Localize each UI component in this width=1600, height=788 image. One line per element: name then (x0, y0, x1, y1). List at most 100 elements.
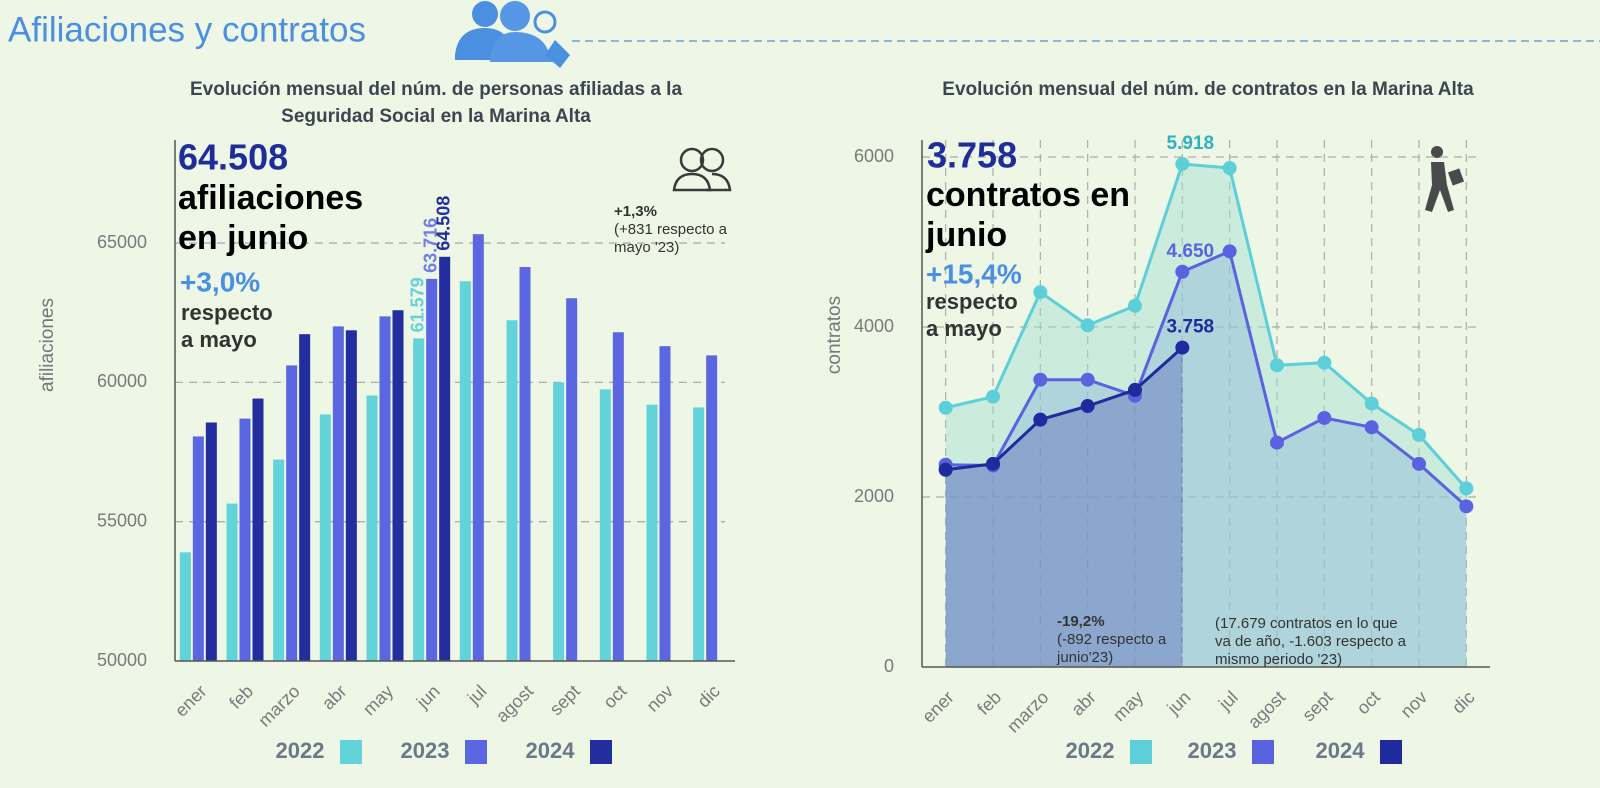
y-tick-label: 65000 (97, 232, 147, 252)
x-tick-label: sept (546, 681, 584, 719)
x-tick-label: feb (973, 687, 1005, 719)
annotation: mayo '23) (614, 239, 679, 256)
point (1080, 372, 1095, 387)
value-label: 4.650 (1167, 241, 1215, 262)
x-tick-label: abr (318, 681, 351, 714)
annotation: a mayo (181, 327, 257, 352)
x-tick-label: marzo (1003, 687, 1053, 737)
line (945, 346, 1184, 472)
point (938, 400, 953, 415)
x-tick-label: nov (1397, 687, 1432, 722)
y-axis-label: afiliaciones (37, 298, 58, 392)
point (1412, 456, 1426, 471)
x-tick-label: ener (918, 687, 958, 727)
x-tick-label: jul (463, 681, 491, 709)
annotation: +3,0% (180, 266, 260, 297)
bar (519, 267, 531, 661)
y-tick-label: 0 (884, 656, 894, 676)
annotation: +1,3% (614, 203, 657, 220)
point (1080, 318, 1095, 333)
point (1317, 355, 1332, 370)
area (945, 163, 1467, 667)
bar (506, 320, 518, 661)
bar (553, 382, 565, 661)
point (986, 456, 1000, 471)
bar (345, 330, 357, 661)
line (945, 249, 1468, 508)
y-axis-label: contratos (824, 296, 845, 374)
bar (179, 552, 191, 661)
y-tick-label: 2000 (854, 486, 894, 506)
point (1175, 264, 1190, 279)
point (1270, 435, 1284, 450)
y-tick-label: 6000 (854, 146, 894, 166)
value-label: 63.716 (420, 218, 440, 273)
point (1080, 399, 1095, 414)
point (1270, 358, 1284, 373)
value-label: 3.758 (1167, 317, 1215, 338)
bar (273, 459, 285, 661)
point (1175, 156, 1190, 171)
annotation: va de año, -1.603 respecto a (1215, 633, 1407, 650)
point (1128, 382, 1142, 397)
x-tick-label: jun (1163, 687, 1195, 719)
point (1033, 372, 1048, 387)
point (1364, 396, 1379, 411)
point (1222, 244, 1237, 259)
x-tick-label: ener (171, 681, 211, 721)
annotation: +15,4% (926, 258, 1022, 289)
x-tick-label: jun (412, 681, 444, 713)
point (1459, 481, 1474, 496)
legend-label: 2022 (1066, 738, 1115, 763)
area (945, 347, 1183, 667)
annotation: contratos en (926, 176, 1130, 214)
bar (706, 355, 718, 661)
y-tick-label: 4000 (854, 316, 894, 336)
x-tick-label: dic (693, 681, 723, 711)
point (1033, 285, 1048, 300)
annotation: afiliaciones (178, 179, 363, 217)
x-tick-label: may (1109, 687, 1147, 725)
point (938, 462, 953, 477)
value-label: 61.579 (407, 277, 427, 332)
y-tick-label: 55000 (97, 510, 147, 530)
bar (413, 338, 425, 661)
x-tick-label: nov (643, 681, 678, 716)
bar (319, 414, 331, 661)
line (945, 162, 1468, 490)
bar (286, 365, 298, 661)
bar (472, 234, 484, 662)
legend-swatch (1130, 740, 1152, 764)
bar (599, 389, 611, 661)
point (1459, 499, 1474, 514)
point (1128, 298, 1142, 313)
annotation: en junio (178, 219, 308, 257)
annotation: (17.679 contratos en lo que (1215, 615, 1398, 632)
x-tick-label: may (359, 681, 397, 719)
legend-label: 2024 (1316, 738, 1366, 763)
x-tick-label: abr (1067, 687, 1100, 720)
value-label: 64.508 (433, 196, 453, 251)
legend-swatch (1252, 740, 1274, 764)
point (1317, 410, 1332, 425)
y-tick-label: 60000 (97, 371, 147, 391)
point (986, 389, 1000, 404)
legend-swatch (590, 740, 612, 764)
header-icon (455, 1, 570, 68)
x-tick-label: agost (1244, 687, 1289, 732)
x-tick-label: agost (492, 681, 537, 726)
annotation: (-892 respecto a (1057, 631, 1167, 648)
bar (693, 407, 705, 661)
walker-icon (1425, 146, 1465, 212)
bar (566, 298, 578, 661)
point (1364, 420, 1379, 435)
annotation: 64.508 (178, 137, 288, 178)
bar (205, 422, 217, 661)
point (1033, 412, 1048, 427)
bar (332, 326, 344, 661)
bar (379, 316, 391, 661)
x-tick-label: sept (1298, 687, 1336, 725)
annotation: respecto (181, 300, 273, 325)
x-tick-label: marzo (254, 681, 304, 731)
